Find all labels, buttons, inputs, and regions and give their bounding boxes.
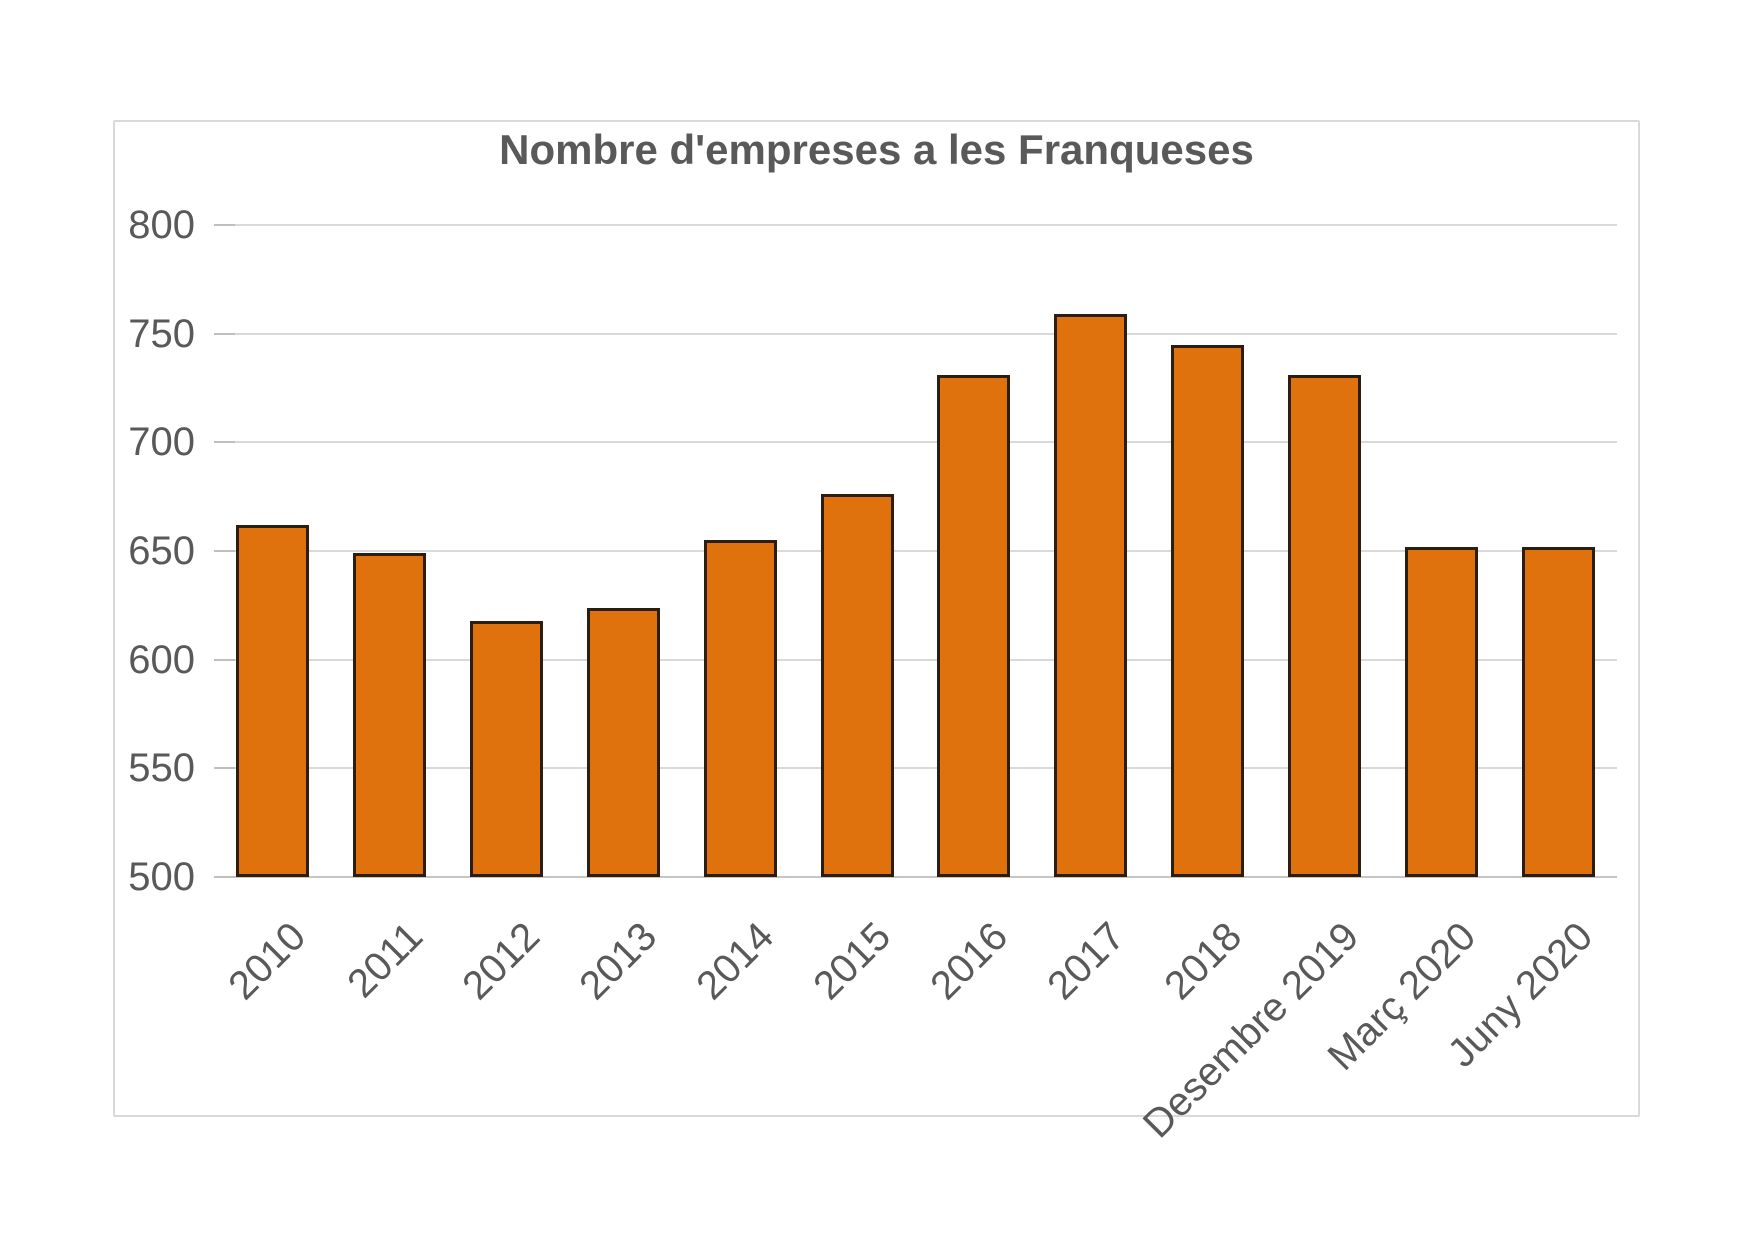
y-axis-tick-label-550: 550	[128, 746, 195, 791]
y-tick-mark-800	[214, 224, 235, 226]
bar-2013	[586, 607, 660, 877]
bar-2011	[352, 553, 426, 877]
y-axis-tick-label-500: 500	[128, 855, 195, 899]
y-tick-mark-500	[214, 876, 235, 878]
plot-area: 500 550 600 650 700 750 800	[128, 203, 1617, 899]
gridline-650	[214, 550, 1617, 552]
y-tick-mark-700	[214, 441, 235, 444]
gridline-700	[214, 441, 1617, 444]
gridline-550	[214, 767, 1617, 770]
bar-2010	[235, 524, 309, 877]
y-tick-mark-600	[214, 658, 235, 661]
bar-2014	[703, 540, 777, 877]
y-axis-tick-label-800: 800	[128, 203, 195, 247]
y-tick-mark-650	[214, 550, 235, 552]
y-tick-mark-550	[214, 767, 235, 770]
y-tick-mark-750	[214, 332, 235, 335]
bar-2016	[937, 374, 1011, 877]
bar-juny-2020	[1522, 546, 1596, 877]
y-axis-tick-label-650: 650	[128, 529, 195, 573]
gridline-800	[214, 224, 1617, 226]
gridline-500	[214, 876, 1617, 878]
bar-2017	[1054, 314, 1128, 877]
gridline-600	[214, 658, 1617, 661]
y-axis-tick-label-750: 750	[128, 311, 195, 356]
bar-2015	[820, 494, 894, 877]
y-axis-tick-label-600: 600	[128, 637, 195, 682]
bar-2012	[469, 620, 543, 877]
gridline-750	[214, 332, 1617, 335]
bar-desembre-2019	[1288, 374, 1362, 877]
bar-mar-2020	[1405, 546, 1479, 877]
bar-2018	[1171, 344, 1245, 877]
y-axis-tick-label-700: 700	[128, 420, 195, 465]
chart-title: Nombre d'empreses a les Franqueses	[499, 126, 1254, 173]
